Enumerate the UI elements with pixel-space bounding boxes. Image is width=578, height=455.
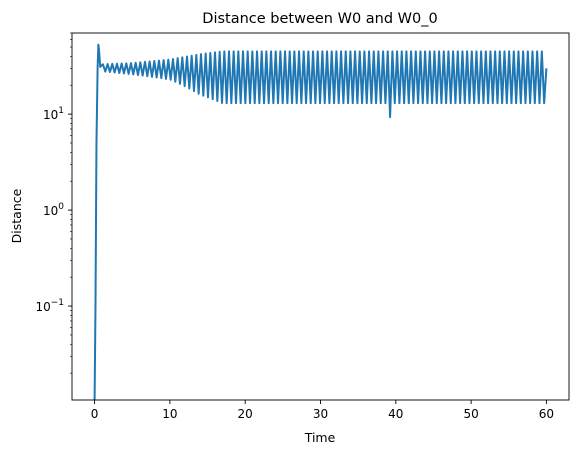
x-tick-label: 10 xyxy=(162,407,177,421)
plot-frame xyxy=(71,32,570,401)
x-tick-label: 50 xyxy=(463,407,478,421)
y-tick-label: 10−1 xyxy=(35,298,64,314)
x-tick-label: 0 xyxy=(91,407,99,421)
x-axis-ticks: 0 10 20 30 40 50 60 xyxy=(91,400,554,421)
y-tick-label: 101 xyxy=(43,106,64,122)
x-tick-label: 20 xyxy=(238,407,253,421)
x-axis-label: Time xyxy=(304,430,336,445)
x-tick-label: 30 xyxy=(313,407,328,421)
chart-title: Distance between W0 and W0_0 xyxy=(202,11,437,27)
series-line xyxy=(93,43,548,400)
x-tick-label: 40 xyxy=(388,407,403,421)
y-tick-label: 100 xyxy=(43,202,64,218)
y-axis-ticks: 10−1 100 101 xyxy=(35,106,72,314)
y-axis-label: Distance xyxy=(9,188,24,243)
x-tick-label: 60 xyxy=(539,407,554,421)
